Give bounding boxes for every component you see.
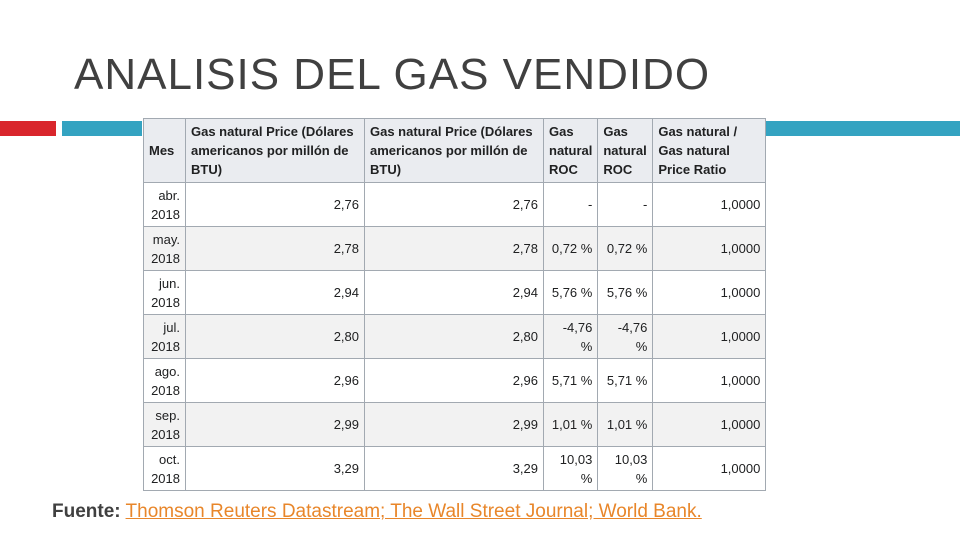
accent-bar-blue-left [62,121,142,136]
gas-price-table-container: Mes Gas natural Price (Dólares americano… [143,118,767,491]
cell-ratio: 1,0000 [652,226,767,271]
cell-roc: - [542,182,599,227]
cell-price: 2,99 [364,402,544,447]
header-ratio: Gas natural / Gas natural Price Ratio [652,118,767,183]
accent-bar-blue-right [766,121,960,136]
table-row: jul. 2018 2,80 2,80 -4,76 % -4,76 % 1,00… [143,314,767,359]
cell-month: oct. 2018 [143,446,186,491]
cell-roc: 1,01 % [597,402,654,447]
cell-price: 2,99 [185,402,365,447]
table-row: sep. 2018 2,99 2,99 1,01 % 1,01 % 1,0000 [143,402,767,447]
cell-price: 2,76 [364,182,544,227]
cell-roc: - [597,182,654,227]
cell-month: abr. 2018 [143,182,186,227]
table-row: ago. 2018 2,96 2,96 5,71 % 5,71 % 1,0000 [143,358,767,403]
cell-ratio: 1,0000 [652,358,767,403]
cell-ratio: 1,0000 [652,446,767,491]
gas-price-table: Mes Gas natural Price (Dólares americano… [143,118,767,491]
cell-month: may. 2018 [143,226,186,271]
cell-ratio: 1,0000 [652,314,767,359]
cell-roc: 5,71 % [597,358,654,403]
cell-ratio: 1,0000 [652,402,767,447]
cell-price: 2,94 [364,270,544,315]
source-label: Fuente: [52,501,121,522]
slide-title: ANALISIS DEL GAS VENDIDO [74,50,711,99]
header-price-1: Gas natural Price (Dólares americanos po… [185,118,365,183]
cell-roc: 5,76 % [542,270,599,315]
cell-price: 3,29 [364,446,544,491]
cell-price: 2,96 [364,358,544,403]
table-row: oct. 2018 3,29 3,29 10,03 % 10,03 % 1,00… [143,446,767,491]
cell-roc: 10,03 % [597,446,654,491]
cell-price: 2,94 [185,270,365,315]
cell-roc: 5,71 % [542,358,599,403]
header-price-2: Gas natural Price (Dólares americanos po… [364,118,544,183]
header-roc-2: Gas natural ROC [597,118,654,183]
table-header-row: Mes Gas natural Price (Dólares americano… [143,118,767,183]
cell-roc: 5,76 % [597,270,654,315]
cell-price: 2,80 [364,314,544,359]
cell-price: 2,78 [185,226,365,271]
cell-month: sep. 2018 [143,402,186,447]
header-roc-1: Gas natural ROC [542,118,599,183]
table-row: jun. 2018 2,94 2,94 5,76 % 5,76 % 1,0000 [143,270,767,315]
cell-roc: -4,76 % [542,314,599,359]
accent-bar-red [0,121,56,136]
cell-roc: -4,76 % [597,314,654,359]
cell-ratio: 1,0000 [652,270,767,315]
table-row: abr. 2018 2,76 2,76 - - 1,0000 [143,182,767,227]
source-citation: Fuente: Thomson Reuters Datastream; The … [52,501,702,523]
cell-price: 2,76 [185,182,365,227]
cell-price: 2,96 [185,358,365,403]
source-link[interactable]: Thomson Reuters Datastream; The Wall Str… [125,501,702,522]
cell-roc: 10,03 % [542,446,599,491]
table-row: may. 2018 2,78 2,78 0,72 % 0,72 % 1,0000 [143,226,767,271]
cell-month: ago. 2018 [143,358,186,403]
cell-month: jul. 2018 [143,314,186,359]
cell-price: 2,80 [185,314,365,359]
cell-month: jun. 2018 [143,270,186,315]
cell-price: 2,78 [364,226,544,271]
cell-roc: 0,72 % [597,226,654,271]
cell-roc: 1,01 % [542,402,599,447]
cell-ratio: 1,0000 [652,182,767,227]
cell-price: 3,29 [185,446,365,491]
cell-roc: 0,72 % [542,226,599,271]
header-mes: Mes [143,118,186,183]
